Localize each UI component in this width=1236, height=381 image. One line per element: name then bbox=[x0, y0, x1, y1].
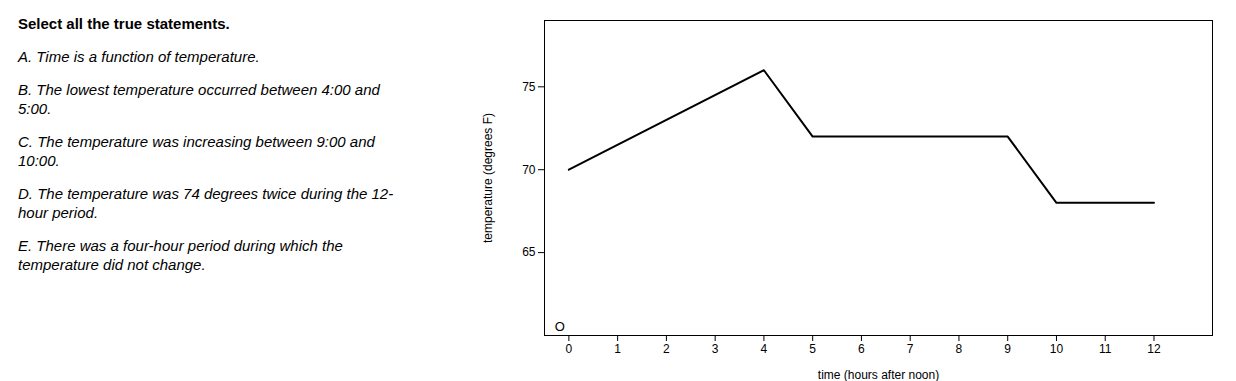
svg-text:2: 2 bbox=[663, 342, 670, 356]
svg-text:O: O bbox=[555, 319, 565, 334]
svg-text:12: 12 bbox=[1147, 342, 1161, 356]
svg-text:temperature (degrees F): temperature (degrees F) bbox=[481, 113, 495, 243]
svg-text:time (hours after noon): time (hours after noon) bbox=[818, 368, 939, 381]
svg-text:5: 5 bbox=[809, 342, 816, 356]
svg-text:9: 9 bbox=[1004, 342, 1011, 356]
svg-text:8: 8 bbox=[956, 342, 963, 356]
html-text:B. The lowest temperature occu: B. The lowest temperature occurred betwe… bbox=[18, 81, 380, 117]
html-text:C. The temperature was increas: C. The temperature was increasing betwee… bbox=[18, 133, 375, 169]
svg-text:3: 3 bbox=[712, 342, 719, 356]
svg-text:70: 70 bbox=[522, 163, 536, 177]
svg-text:0: 0 bbox=[566, 342, 573, 356]
svg-text:1: 1 bbox=[614, 342, 621, 356]
svg-text:65: 65 bbox=[522, 245, 536, 259]
html-text:D. The temperature was 74 degr: D. The temperature was 74 degrees twice … bbox=[18, 185, 394, 221]
html-text:A. Time is a function of tempe: A. Time is a function of temperature. bbox=[18, 48, 260, 65]
html-text:Select all the true statements: Select all the true statements. bbox=[18, 15, 230, 32]
svg-text:10: 10 bbox=[1050, 342, 1064, 356]
svg-text:6: 6 bbox=[858, 342, 865, 356]
svg-text:75: 75 bbox=[522, 80, 536, 94]
svg-text:11: 11 bbox=[1099, 342, 1112, 356]
svg-text:4: 4 bbox=[761, 342, 768, 356]
svg-text:7: 7 bbox=[907, 342, 914, 356]
html-text:E. There was a four-hour perio: E. There was a four-hour period during w… bbox=[18, 237, 343, 273]
